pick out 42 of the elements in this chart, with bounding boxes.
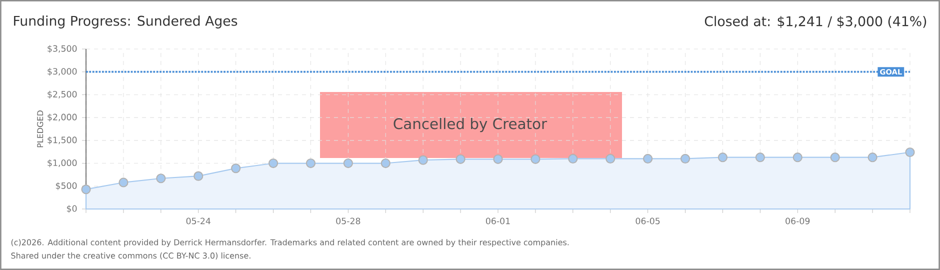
point: [194, 171, 204, 181]
point: [905, 147, 915, 158]
x-tick-label: 06-05: [636, 218, 660, 224]
chart-subtitle: Closed at: $1,241 / $3,000 (41%): [704, 16, 926, 28]
point: [830, 152, 840, 162]
x-tick-label: 06-01: [486, 218, 510, 224]
chart-title: Funding Progress: Sundered Ages: [14, 16, 238, 28]
point: [118, 178, 128, 188]
y-tick-label: $2,500: [48, 90, 77, 99]
x-tick-label: 05-24: [186, 218, 210, 224]
point: [456, 154, 466, 164]
y-tick-label: $3,000: [48, 68, 77, 76]
point: [868, 152, 878, 162]
point: [792, 152, 802, 162]
y-tick-label: $0: [66, 205, 77, 213]
y-tick-label: $1,500: [48, 136, 77, 144]
point: [380, 158, 390, 168]
point: [231, 164, 241, 174]
point: [268, 158, 278, 168]
point: [530, 154, 540, 164]
point: [343, 158, 353, 168]
y-tick-label: $3,500: [48, 45, 77, 53]
point: [755, 152, 765, 162]
point: [156, 174, 166, 184]
x-tick-label: 05-28: [336, 218, 360, 224]
text: (c)2026. Additional content provided by Derrick Hermansdorfer. Trademarks and related content are owned by their respective companies.: [11, 239, 569, 247]
point: [306, 158, 316, 168]
point: [418, 155, 428, 165]
x-tick-label: 06-09: [786, 218, 810, 224]
point: [606, 154, 616, 164]
y-tick-label: $2,000: [48, 114, 77, 122]
point: [718, 152, 728, 162]
point: [680, 154, 690, 164]
point: [643, 154, 653, 164]
point: [81, 184, 91, 194]
point: [568, 154, 578, 164]
annotation: Cancelled by Creator: [394, 118, 548, 132]
point: [493, 154, 503, 164]
y-tick-label: $500: [56, 182, 77, 190]
y-tick-label: $1,000: [48, 159, 77, 168]
y-axis-title: PLEDGED: [37, 110, 44, 148]
text: Shared under the creative commons (CC BY-NC 3.0) license.: [11, 252, 250, 260]
